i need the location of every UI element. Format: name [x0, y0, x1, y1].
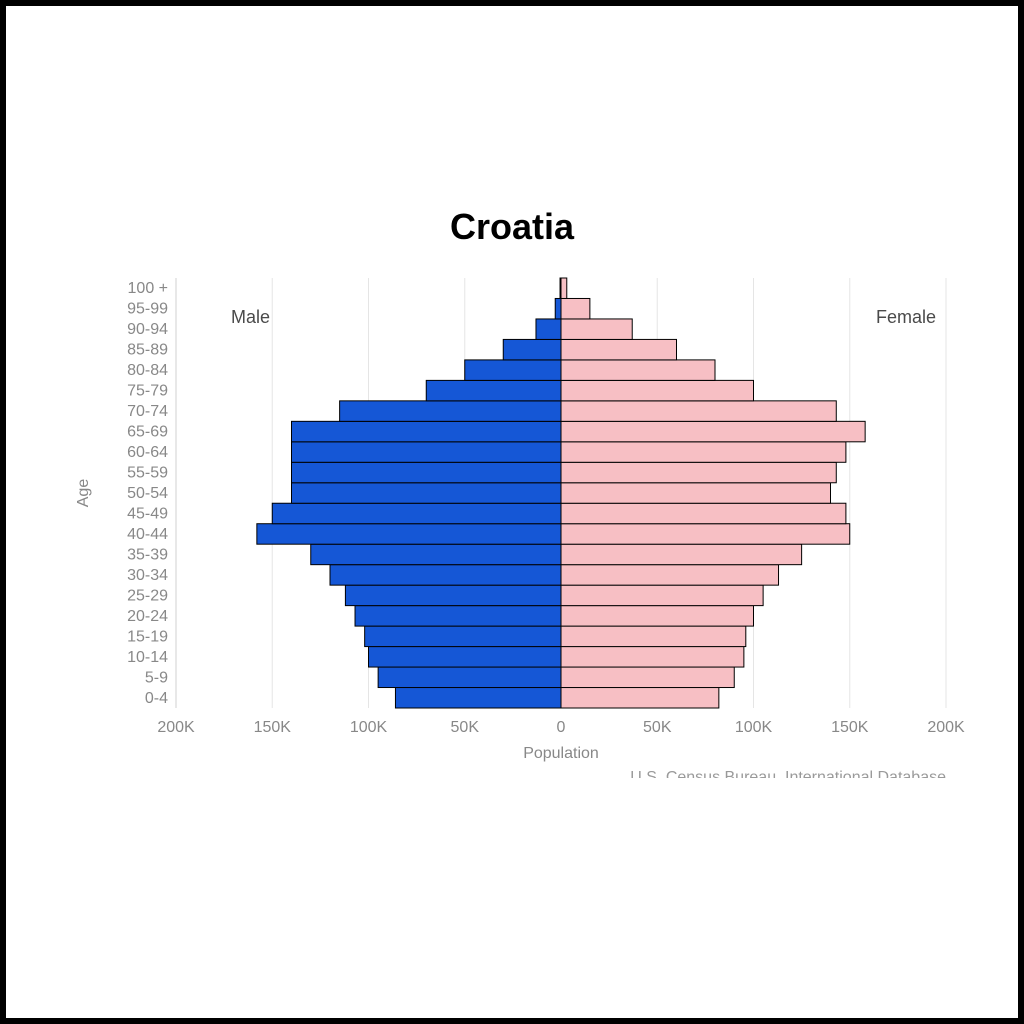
age-label: 50-54: [127, 485, 168, 502]
age-label: 60-64: [127, 444, 168, 461]
female-label: Female: [876, 307, 936, 327]
male-bar: [292, 462, 562, 482]
x-tick: 100K: [735, 719, 773, 736]
age-label: 40-44: [127, 526, 168, 543]
female-bar: [561, 339, 677, 359]
male-bar: [272, 503, 561, 523]
age-label: 65-69: [127, 424, 168, 441]
female-bar: [561, 606, 754, 626]
female-bar: [561, 503, 846, 523]
age-label: 75-79: [127, 383, 168, 400]
female-bar: [561, 462, 836, 482]
female-bar: [561, 442, 846, 462]
age-label: 95-99: [127, 301, 168, 318]
female-bar: [561, 688, 719, 708]
age-label: 55-59: [127, 465, 168, 482]
age-label: 25-29: [127, 587, 168, 604]
age-label: 35-39: [127, 546, 168, 563]
x-tick: 100K: [350, 719, 388, 736]
female-bar: [561, 524, 850, 544]
female-bar: [561, 626, 746, 646]
female-bar: [561, 421, 865, 441]
male-bar: [536, 319, 561, 339]
female-bar: [561, 401, 836, 421]
female-bar: [561, 360, 715, 380]
male-bar: [378, 667, 561, 687]
age-label: 10-14: [127, 649, 168, 666]
male-bar: [369, 647, 562, 667]
female-bar: [561, 380, 754, 400]
male-bar: [257, 524, 561, 544]
male-label: Male: [231, 307, 270, 327]
x-tick: 50K: [451, 719, 480, 736]
male-bar: [311, 544, 561, 564]
age-label: 0-4: [145, 690, 168, 707]
male-bar: [355, 606, 561, 626]
female-bar: [561, 565, 779, 585]
male-bar: [365, 626, 561, 646]
female-bar: [561, 667, 734, 687]
age-label: 20-24: [127, 608, 168, 625]
age-label: 45-49: [127, 505, 168, 522]
male-bar: [426, 380, 561, 400]
age-label: 90-94: [127, 321, 168, 338]
female-bar: [561, 647, 744, 667]
age-label: 100 +: [128, 280, 168, 297]
male-bar: [330, 565, 561, 585]
male-bar: [292, 421, 562, 441]
male-bar: [395, 688, 561, 708]
x-tick: 150K: [831, 719, 869, 736]
x-tick: 0: [557, 719, 566, 736]
bars: 0-4 5-9 10-14 15-19 20-24 25-29 30-34 35-39 40-4…: [127, 278, 865, 708]
female-bar: [561, 483, 831, 503]
male-bar: [340, 401, 561, 421]
x-tick: 200K: [157, 719, 195, 736]
x-tick: 150K: [254, 719, 292, 736]
population-pyramid-chart: 0-4 5-9 10-14 15-19 20-24 25-29 30-34 35-39 40-4…: [66, 268, 966, 778]
age-label: 70-74: [127, 403, 168, 420]
male-bar: [292, 442, 562, 462]
male-bar: [292, 483, 562, 503]
age-label: 30-34: [127, 567, 168, 584]
age-label: 5-9: [145, 669, 168, 686]
male-bar: [345, 585, 561, 605]
female-bar: [561, 544, 802, 564]
female-bar: [561, 298, 590, 318]
y-axis-title: Age: [75, 479, 92, 508]
chart-title: Croatia: [6, 206, 1018, 248]
source-attribution: U.S. Census Bureau, International Databa…: [630, 769, 946, 778]
female-bar: [561, 319, 632, 339]
female-bar: [561, 278, 567, 298]
age-label: 85-89: [127, 342, 168, 359]
female-bar: [561, 585, 763, 605]
x-tick: 200K: [927, 719, 965, 736]
x-tick-labels: 0 50K 50K 100K 100K 150K 150K 200K 200K: [157, 719, 965, 736]
male-bar: [503, 339, 561, 359]
x-tick: 50K: [643, 719, 672, 736]
male-bar: [465, 360, 561, 380]
age-label: 80-84: [127, 362, 168, 379]
x-axis-title: Population: [523, 745, 599, 762]
male-bar: [555, 298, 561, 318]
image-frame: Croatia 0-4 5-9 10-14 15-19 20-24 25-29 30-34 3…: [0, 0, 1024, 1024]
age-label: 15-19: [127, 628, 168, 645]
